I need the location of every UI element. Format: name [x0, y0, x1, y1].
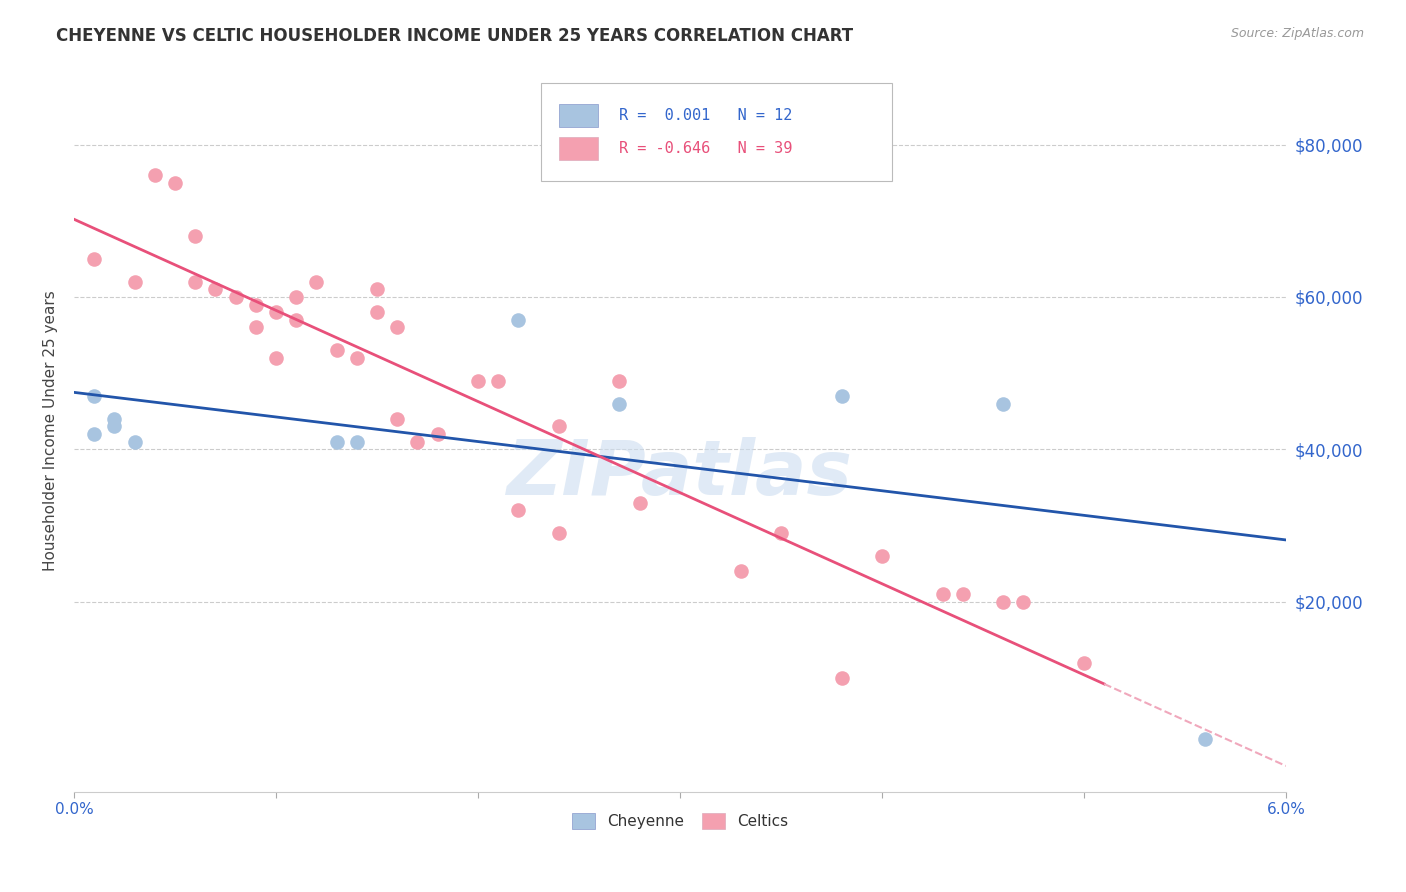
FancyBboxPatch shape: [558, 136, 598, 160]
Point: [305, 275, 328, 289]
FancyBboxPatch shape: [541, 83, 891, 181]
Point: [83, 427, 105, 442]
Point: [467, 374, 489, 388]
Point: [730, 564, 752, 578]
Legend: Cheyenne, Celtics: Cheyenne, Celtics: [565, 806, 794, 835]
Point: [285, 290, 308, 304]
Point: [1194, 731, 1216, 746]
Text: R = -0.646   N = 39: R = -0.646 N = 39: [620, 141, 793, 155]
FancyBboxPatch shape: [558, 104, 598, 128]
Point: [769, 526, 792, 541]
Point: [143, 168, 166, 182]
Point: [831, 389, 853, 403]
Point: [103, 419, 125, 434]
Point: [204, 282, 226, 296]
Point: [264, 351, 287, 365]
Point: [184, 275, 207, 289]
Point: [285, 313, 308, 327]
Point: [609, 374, 631, 388]
Point: [245, 297, 267, 311]
Point: [426, 427, 449, 442]
Point: [1073, 656, 1095, 670]
Point: [991, 594, 1014, 608]
Point: [628, 495, 651, 509]
Point: [952, 587, 974, 601]
Point: [366, 282, 388, 296]
Point: [609, 396, 631, 410]
Point: [245, 320, 267, 334]
Point: [83, 252, 105, 266]
Text: R =  0.001   N = 12: R = 0.001 N = 12: [620, 108, 793, 123]
Point: [346, 434, 368, 449]
Text: Source: ZipAtlas.com: Source: ZipAtlas.com: [1230, 27, 1364, 40]
Point: [486, 374, 509, 388]
Point: [406, 434, 429, 449]
Point: [931, 587, 953, 601]
Point: [991, 396, 1014, 410]
Point: [1012, 594, 1035, 608]
Point: [264, 305, 287, 319]
Point: [366, 305, 388, 319]
Point: [184, 229, 207, 244]
Point: [225, 290, 247, 304]
Text: CHEYENNE VS CELTIC HOUSEHOLDER INCOME UNDER 25 YEARS CORRELATION CHART: CHEYENNE VS CELTIC HOUSEHOLDER INCOME UN…: [56, 27, 853, 45]
Y-axis label: Householder Income Under 25 years: Householder Income Under 25 years: [44, 290, 58, 571]
Point: [124, 434, 146, 449]
Point: [508, 503, 530, 517]
Point: [547, 526, 569, 541]
Text: ZIPatlas: ZIPatlas: [508, 437, 853, 510]
Point: [508, 313, 530, 327]
Point: [83, 389, 105, 403]
Point: [387, 320, 409, 334]
Point: [831, 671, 853, 685]
Point: [103, 412, 125, 426]
Point: [346, 351, 368, 365]
Point: [325, 343, 347, 358]
Point: [870, 549, 893, 563]
Point: [547, 419, 569, 434]
Point: [325, 434, 347, 449]
Point: [165, 176, 187, 190]
Point: [124, 275, 146, 289]
Point: [387, 412, 409, 426]
